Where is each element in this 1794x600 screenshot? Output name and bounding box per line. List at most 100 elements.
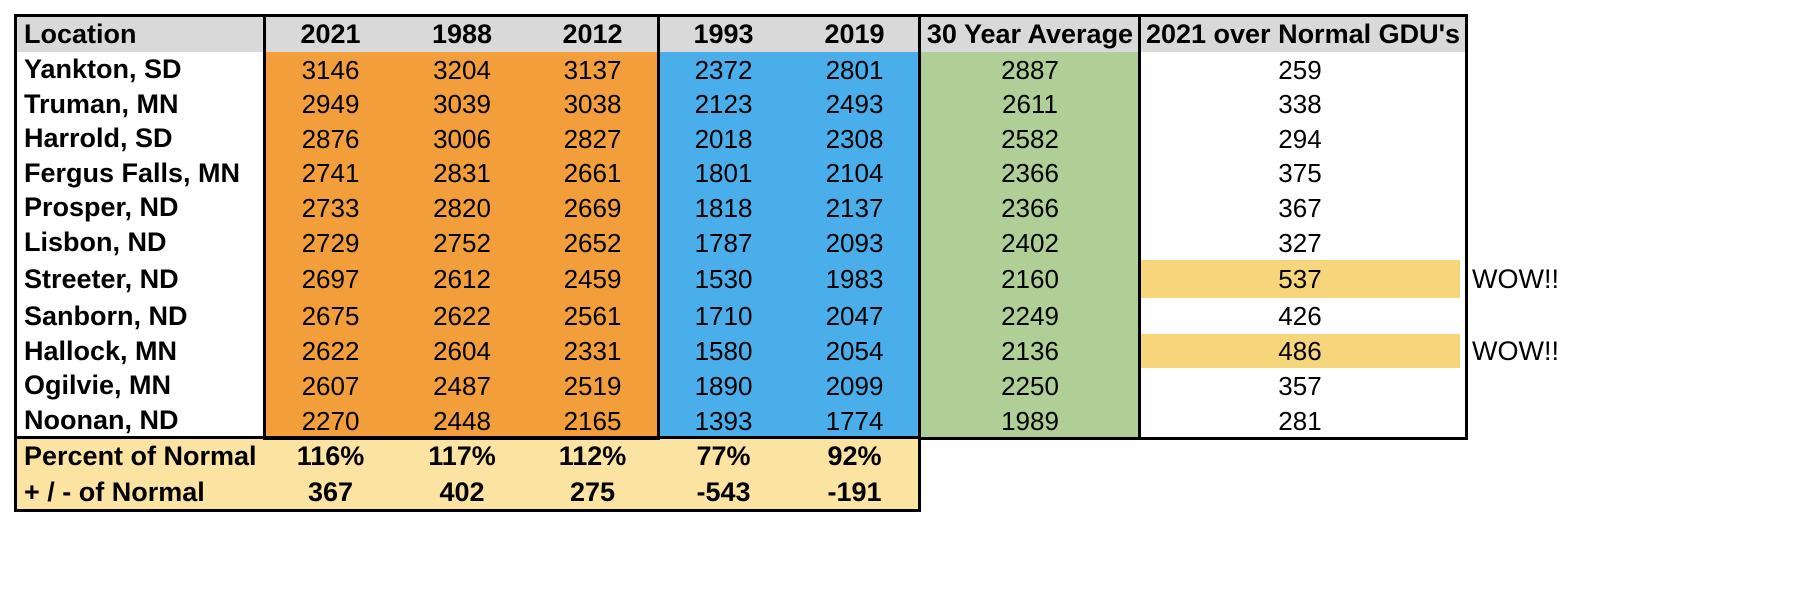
cell-yankton-sd-2021-over-normal: 259: [1278, 54, 1322, 85]
cell-ogilvie-mn-2012: 2519: [527, 368, 658, 403]
footer-percent-1988: 117%: [397, 438, 527, 474]
cell-noonan-nd-1988: 2448: [397, 403, 527, 438]
footer-label-percent-of-normal: Percent of Normal: [16, 438, 264, 474]
footer-delta-2019: -191: [789, 474, 920, 510]
footer-label-plus-minus-of-normal: + / - of Normal: [16, 474, 264, 510]
cell-streeter-nd-2012: 2459: [527, 260, 658, 298]
location-hallock-mn: Hallock, MN: [24, 335, 178, 366]
cell-yankton-sd-30-year-average: 2887: [920, 52, 1140, 87]
footer-delta-1993: -543: [658, 474, 789, 510]
cell-noonan-nd-2021: 2270: [264, 403, 397, 438]
cell-fergus-falls-mn-2012: 2661: [527, 156, 658, 190]
cell-harrold-sd-1993: 2018: [658, 121, 789, 156]
cell-truman-mn-2012: 3038: [527, 87, 658, 121]
header-30-year-average: 30 Year Average: [920, 16, 1140, 52]
cell-sanborn-nd-2021: 2675: [264, 298, 397, 334]
location-ogilvie-mn: Ogilvie, MN: [24, 370, 172, 400]
cell-sanborn-nd-2019: 2047: [789, 298, 920, 334]
cell-streeter-nd-1988: 2612: [397, 260, 527, 298]
footer-percent-2012: 112%: [527, 438, 658, 474]
footer-delta-2012: 275: [527, 474, 658, 510]
border-top: [14, 14, 1468, 17]
cell-prosper-nd-30-year-average: 2366: [920, 190, 1140, 225]
border-blue-left: [657, 14, 660, 440]
cell-lisbon-nd-2019: 2093: [789, 225, 920, 260]
cell-sanborn-nd-2012: 2561: [527, 298, 658, 334]
cell-lisbon-nd-2021-over-normal: 327: [1278, 227, 1322, 258]
cell-harrold-sd-2021-over-normal: 294: [1278, 123, 1322, 154]
cell-yankton-sd-1988: 3204: [397, 52, 527, 87]
location-truman-mn: Truman, MN: [24, 88, 179, 119]
cell-ogilvie-mn-1988: 2487: [397, 368, 527, 403]
border-bottom-main: [920, 437, 1468, 440]
cell-streeter-nd-2019: 1983: [789, 260, 920, 298]
cell-prosper-nd-2021-over-normal: 367: [1278, 192, 1322, 223]
border-orange-left: [263, 14, 266, 440]
cell-hallock-mn-30-year-average: 2136: [920, 334, 1140, 368]
header-2012: 2012: [527, 16, 658, 52]
header-location: Location: [16, 16, 264, 52]
cell-yankton-sd-2021: 3146: [264, 52, 397, 87]
cell-fergus-falls-mn-30-year-average: 2366: [920, 156, 1140, 190]
cell-harrold-sd-1988: 3006: [397, 121, 527, 156]
cell-hallock-mn-2021: 2622: [264, 334, 397, 368]
cell-ogilvie-mn-2021-over-normal: 357: [1278, 370, 1322, 401]
header-2021-over-normal: 2021 over Normal GDU's: [1140, 16, 1466, 52]
cell-ogilvie-mn-1993: 1890: [658, 368, 789, 403]
cell-truman-mn-1988: 3039: [397, 87, 527, 121]
cell-yankton-sd-1993: 2372: [658, 52, 789, 87]
cell-streeter-nd-2021-over-normal: 537: [1140, 260, 1460, 298]
footer-percent-1993: 77%: [658, 438, 789, 474]
cell-ogilvie-mn-2019: 2099: [789, 368, 920, 403]
footer-delta-1988: 402: [397, 474, 527, 510]
cell-hallock-mn-2021-over-normal: 486: [1140, 334, 1460, 368]
cell-fergus-falls-mn-2021: 2741: [264, 156, 397, 190]
cell-truman-mn-2021: 2949: [264, 87, 397, 121]
cell-truman-mn-2021-over-normal: 338: [1278, 89, 1322, 119]
cell-truman-mn-2019: 2493: [789, 87, 920, 121]
border-footer-bottom: [14, 509, 921, 512]
cell-prosper-nd-2021: 2733: [264, 190, 397, 225]
note-wow: WOW!!: [1472, 335, 1559, 366]
cell-ogilvie-mn-2021: 2607: [264, 368, 397, 403]
cell-fergus-falls-mn-2019: 2104: [789, 156, 920, 190]
cell-hallock-mn-2012: 2331: [527, 334, 658, 368]
cell-prosper-nd-1993: 1818: [658, 190, 789, 225]
location-prosper-nd: Prosper, ND: [24, 192, 179, 222]
border-left: [14, 14, 17, 512]
cell-hallock-mn-1988: 2604: [397, 334, 527, 368]
border-footer-top: [14, 436, 921, 439]
cell-fergus-falls-mn-1993: 1801: [658, 156, 789, 190]
cell-streeter-nd-30-year-average: 2160: [920, 260, 1140, 298]
border-green-left: [918, 14, 921, 512]
cell-fergus-falls-mn-1988: 2831: [397, 156, 527, 190]
cell-hallock-mn-2019: 2054: [789, 334, 920, 368]
cell-streeter-nd-1993: 1530: [658, 260, 789, 298]
cell-harrold-sd-30-year-average: 2582: [920, 121, 1140, 156]
note-wow: WOW!!: [1472, 263, 1559, 294]
cell-lisbon-nd-2012: 2652: [527, 225, 658, 260]
cell-lisbon-nd-1993: 1787: [658, 225, 789, 260]
cell-yankton-sd-2012: 3137: [527, 52, 658, 87]
cell-prosper-nd-2019: 2137: [789, 190, 920, 225]
footer-percent-2019: 92%: [789, 438, 920, 474]
cell-lisbon-nd-1988: 2752: [397, 225, 527, 260]
location-noonan-nd: Noonan, ND: [24, 405, 179, 435]
location-streeter-nd: Streeter, ND: [24, 263, 179, 294]
cell-noonan-nd-2019: 1774: [789, 403, 920, 438]
header-1988: 1988: [397, 16, 527, 52]
cell-truman-mn-1993: 2123: [658, 87, 789, 121]
cell-yankton-sd-2019: 2801: [789, 52, 920, 87]
location-harrold-sd: Harrold, SD: [24, 123, 173, 153]
cell-sanborn-nd-1993: 1710: [658, 298, 789, 334]
location-fergus-falls-mn: Fergus Falls, MN: [24, 157, 241, 188]
footer-percent-2021: 116%: [264, 438, 397, 474]
border-green-right: [1138, 14, 1141, 440]
cell-sanborn-nd-1988: 2622: [397, 298, 527, 334]
cell-prosper-nd-1988: 2820: [397, 190, 527, 225]
header-2021: 2021: [264, 16, 397, 52]
location-lisbon-nd: Lisbon, ND: [24, 227, 167, 257]
cell-lisbon-nd-2021: 2729: [264, 225, 397, 260]
cell-noonan-nd-1993: 1393: [658, 403, 789, 438]
